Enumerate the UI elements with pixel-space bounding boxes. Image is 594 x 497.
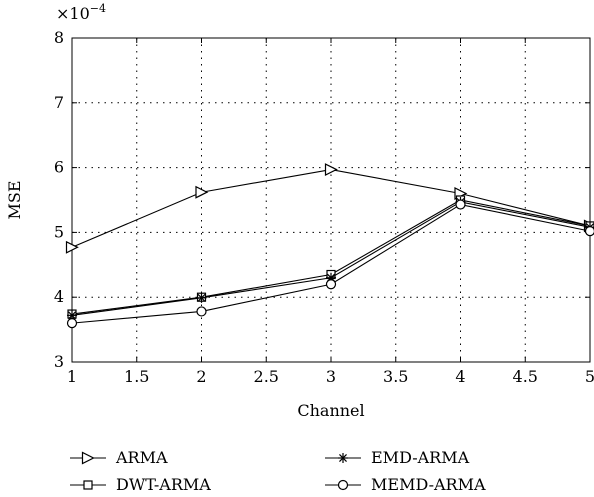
x-tick-label: 3.5 <box>383 367 408 386</box>
x-tick-label: 1.5 <box>124 367 149 386</box>
marker-triangle <box>195 185 209 199</box>
y-tick-label: 7 <box>54 93 64 112</box>
marker-triangle <box>324 163 338 177</box>
marker-asterisk <box>338 453 348 463</box>
tick-marks <box>71 37 591 363</box>
legend-item: EMD-ARMA <box>325 448 470 467</box>
y-tick-label: 8 <box>54 28 64 47</box>
asterisk-stroke <box>68 311 76 320</box>
y-tick-labels: 3 4 5 6 7 8 <box>54 28 64 371</box>
marker-square <box>83 480 93 490</box>
x-tick-label: 2.5 <box>254 367 279 386</box>
y-multiplier-exponent: −4 <box>90 2 106 15</box>
plot-frame <box>71 37 591 363</box>
y-axis-multiplier: ×10−4 <box>56 2 106 23</box>
asterisk-stroke <box>339 454 347 462</box>
marker-asterisk <box>196 292 207 303</box>
legend: ARMA EMD-ARMA DWT-ARMA MEMD-ARMA <box>70 448 486 494</box>
legend-item: MEMD-ARMA <box>325 475 486 494</box>
x-tick-label: 4.5 <box>513 367 538 386</box>
marker-circle <box>337 479 349 491</box>
x-tick-label: 4 <box>455 367 465 386</box>
x-tick-label: 2 <box>196 367 206 386</box>
legend-label: MEMD-ARMA <box>371 475 486 494</box>
marker-circle <box>66 318 78 329</box>
marker-circle <box>455 199 466 210</box>
x-tick-label: 1 <box>67 367 77 386</box>
grid <box>72 38 590 362</box>
asterisk-stroke <box>197 293 206 302</box>
legend-label: EMD-ARMA <box>371 448 470 467</box>
y-tick-label: 3 <box>54 352 64 371</box>
marker-circle <box>325 279 337 290</box>
x-tick-label: 5 <box>585 367 594 386</box>
x-tick-labels: 1 1.5 2 2.5 3 3.5 4 4.5 5 <box>67 367 594 386</box>
y-tick-label: 6 <box>54 158 64 177</box>
y-multiplier-base: ×10 <box>56 4 90 23</box>
legend-label: DWT-ARMA <box>116 475 211 494</box>
y-tick-label: 5 <box>54 222 64 241</box>
series-line <box>71 199 591 315</box>
x-axis-title: Channel <box>297 401 364 420</box>
series-arma <box>65 163 594 254</box>
legend-item: DWT-ARMA <box>70 475 211 494</box>
legend-label: ARMA <box>115 448 168 467</box>
marker-triangle <box>81 451 95 465</box>
marker-asterisk <box>67 310 77 321</box>
series-memd-arma <box>66 199 594 329</box>
marker-circle <box>196 306 207 317</box>
series-layer <box>65 163 594 329</box>
y-tick-label: 4 <box>54 287 64 306</box>
legend-item: ARMA <box>70 448 168 467</box>
marker-triangle <box>65 240 79 254</box>
marker-circle <box>584 226 594 237</box>
y-axis-title: MSE <box>5 180 24 219</box>
x-tick-label: 3 <box>326 367 336 386</box>
